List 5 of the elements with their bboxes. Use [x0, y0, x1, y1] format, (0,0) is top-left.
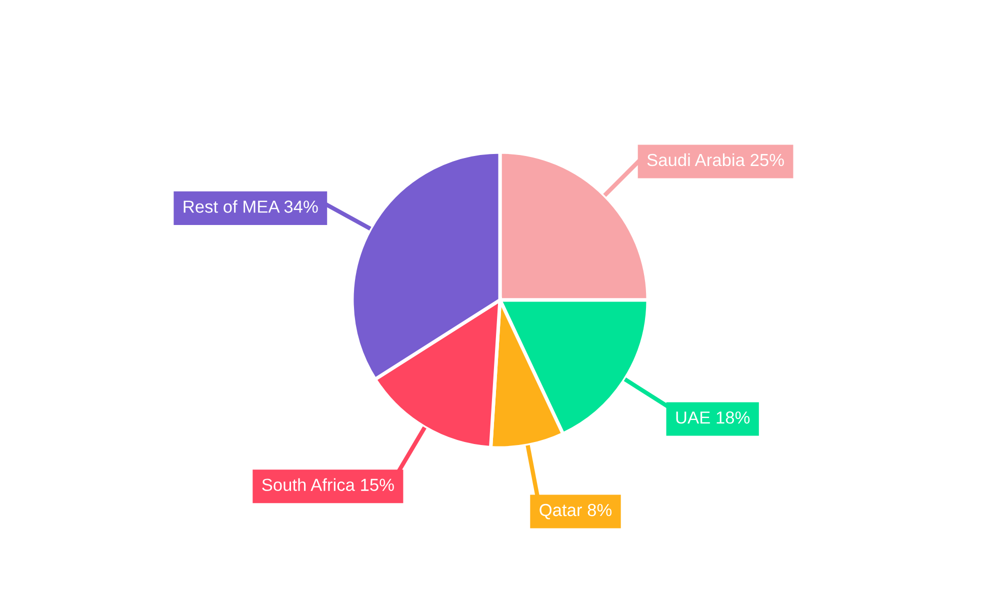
slice-label: Qatar 8%: [540, 504, 612, 520]
slice-label: Rest of MEA 34%: [184, 200, 318, 213]
slice-label: Saudi Arabia 25%: [647, 153, 784, 166]
slice-label: UAE 18%: [676, 411, 750, 424]
slice-label: South Africa 15%: [262, 478, 394, 492]
